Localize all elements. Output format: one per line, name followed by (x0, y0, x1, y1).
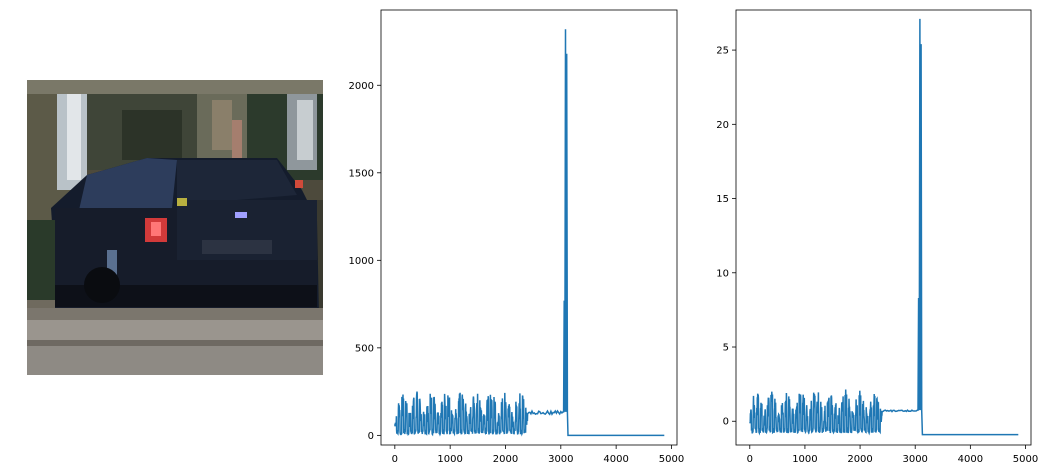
chart-middle-xtick-label: 3000 (548, 454, 573, 465)
chart-right-xtick-label: 3000 (902, 454, 927, 465)
chart-middle-xtick-label: 4000 (603, 454, 628, 465)
chart-middle-ytick-label: 2000 (349, 81, 374, 92)
car-photo (27, 80, 323, 375)
chart-right-xtick-label: 4000 (958, 454, 983, 465)
chart-middle-axes-frame (380, 9, 678, 446)
chart-middle-ytick-label: 1000 (349, 256, 374, 267)
chart-middle-xtick-label: 2000 (493, 454, 518, 465)
chart-right-xtick-label: 1000 (792, 454, 817, 465)
chart-right-ytick-label: 20 (716, 120, 729, 131)
chart-right-xtick-label: 2000 (847, 454, 872, 465)
chart-middle-xtick-label: 5000 (659, 454, 684, 465)
chart-right-ytick-label: 0 (723, 417, 729, 428)
chart-middle-ytick-label: 500 (355, 343, 374, 354)
chart-middle-xtick-label: 1000 (437, 454, 462, 465)
chart-middle-ytick-label: 1500 (349, 168, 374, 179)
chart-right-axes-frame (735, 9, 1032, 446)
chart-middle-ytick-label: 0 (368, 431, 374, 442)
chart-right-series-line (749, 18, 1019, 436)
chart-right-ytick-label: 25 (716, 46, 729, 57)
chart-right-ytick-label: 10 (716, 268, 729, 279)
chart-right-ytick-label: 5 (723, 343, 729, 354)
chart-right-xtick-label: 5000 (1013, 454, 1038, 465)
chart-right-ytick-label: 15 (716, 194, 729, 205)
chart-middle-series-line (394, 29, 665, 437)
chart-middle-xtick-label: 0 (392, 454, 398, 465)
chart-right-xtick-label: 0 (747, 454, 753, 465)
car-image (27, 80, 323, 375)
